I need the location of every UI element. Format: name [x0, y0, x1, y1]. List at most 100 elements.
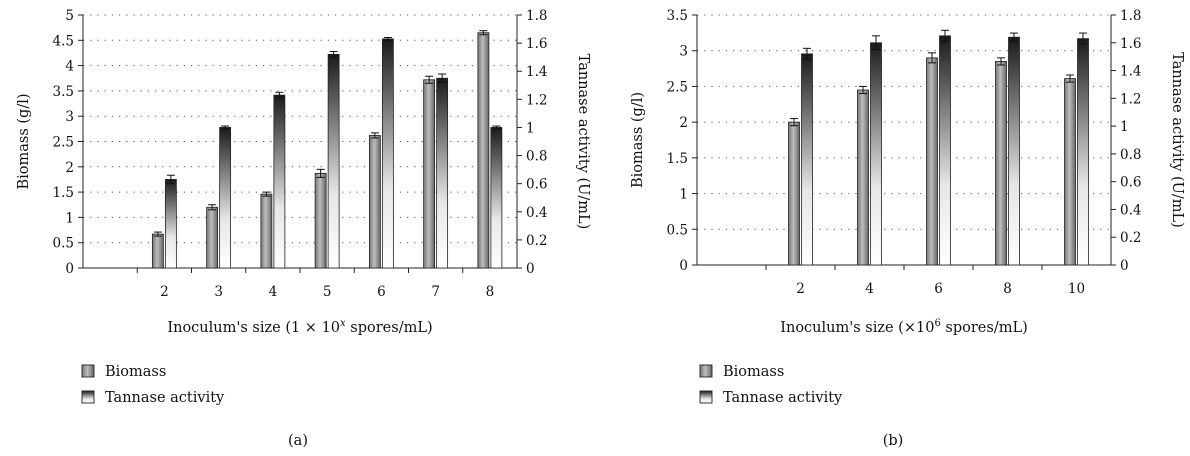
x-tick-label: 2	[796, 281, 805, 297]
y-tick-label-left: 2.5	[667, 79, 688, 95]
x-tick-label: 4	[269, 284, 278, 300]
y-tick-label-right: 0.2	[1120, 230, 1141, 246]
x-axis-title: Inoculum's size (×106 spores/mL)	[780, 318, 1028, 336]
bar-tannase	[219, 127, 232, 269]
bar-tannase	[164, 179, 177, 269]
y-tick-label-right: 0.8	[1120, 147, 1141, 163]
y-tick-label-right: 0.2	[526, 233, 547, 249]
bar-biomass	[995, 61, 1007, 266]
y-tick-label-right: 0.4	[1120, 202, 1141, 218]
y-tick-label-right: 1	[526, 120, 535, 136]
y-tick-label-left: 1	[65, 210, 74, 226]
panel-label: (a)	[288, 433, 308, 449]
y-axis-title-left: Biomass (g/l)	[16, 93, 32, 189]
legend-swatch-tannase	[81, 390, 95, 404]
x-axis-title: Inoculum's size (1 × 10x spores/mL)	[167, 318, 432, 336]
x-tick-label: 8	[486, 284, 495, 300]
y-tick-label-left: 0.5	[667, 222, 688, 238]
y-tick-label-right: 1	[1120, 119, 1129, 135]
y-tick-label-right: 0.6	[1120, 175, 1141, 191]
bar-biomass	[206, 206, 219, 269]
x-axis-title-prefix: Inoculum's size (1 × 10	[167, 320, 340, 336]
y-tick-label-right: 1.2	[526, 92, 547, 108]
y-tick-label-right: 0.6	[526, 177, 547, 193]
x-tick-label: 6	[934, 281, 943, 297]
legend-swatch-tannase	[699, 390, 713, 404]
y-tick-label-right: 0.8	[526, 149, 547, 165]
bar-biomass	[857, 89, 869, 266]
y-tick-label-left: 2	[65, 160, 74, 176]
y-tick-label-right: 1.6	[1120, 36, 1141, 52]
bar-biomass	[368, 135, 381, 269]
x-tick-label: 3	[214, 284, 223, 300]
x-axis-title-prefix: Inoculum's size (×10	[780, 320, 934, 336]
y-tick-label-left: 3.5	[667, 8, 688, 24]
y-tick-label-left: 1	[679, 187, 688, 203]
legend-swatch-biomass	[81, 364, 95, 378]
y-tick-label-right: 1.4	[1120, 64, 1141, 80]
y-tick-label-right: 0.4	[526, 205, 547, 221]
bar-tannase	[273, 94, 286, 269]
bar-tannase	[801, 53, 813, 266]
x-axis-title-superscript: 6	[934, 318, 940, 329]
bar-biomass	[788, 121, 800, 266]
x-axis-title-suffix: spores/mL)	[941, 320, 1028, 336]
legend-label-biomass: Biomass	[105, 364, 166, 380]
legend-label-biomass: Biomass	[723, 364, 784, 380]
y-tick-label-left: 2	[679, 115, 688, 131]
bar-tannase	[1008, 36, 1020, 266]
y-axis-title-left: Biomass (g/l)	[630, 92, 646, 188]
y-tick-label-right: 1.4	[526, 64, 547, 80]
y-tick-label-left: 1.5	[53, 185, 74, 201]
x-tick-label: 7	[431, 284, 440, 300]
y-tick-label-left: 2.5	[53, 135, 74, 151]
y-axis-title-right: Tannase activity (U/mL)	[1169, 52, 1185, 228]
chart-panel-b: 0 0.5 1 1.5 2 2.5 3 3.5 0 0.2 0.4 0.6 0.8 1 1.2 1.4 1.6 1…	[630, 8, 1185, 449]
y-tick-label-right: 1.6	[526, 36, 547, 52]
x-axis-title-suffix: spores/mL)	[346, 320, 433, 336]
bar-biomass	[314, 172, 327, 269]
y-tick-label-left: 0	[65, 261, 74, 277]
x-tick-label: 5	[323, 284, 332, 300]
bar-tannase	[327, 53, 340, 269]
y-tick-label-left: 1.5	[667, 151, 688, 167]
x-tick-label: 8	[1003, 281, 1012, 297]
y-tick-label-right: 0	[526, 261, 535, 277]
x-tick-label: 6	[377, 284, 386, 300]
y-tick-label-left: 4	[65, 59, 74, 75]
y-tick-label-right: 0	[1120, 258, 1129, 274]
y-tick-label-left: 3	[679, 44, 688, 60]
bar-tannase	[939, 35, 951, 266]
legend-swatch-biomass	[699, 364, 713, 378]
y-axis-title-right: Tannase activity (U/mL)	[575, 54, 591, 230]
bar-biomass	[423, 79, 436, 269]
bar-biomass	[926, 57, 938, 266]
y-tick-label-left: 3.5	[53, 84, 74, 100]
x-tick-label: 10	[1068, 281, 1085, 297]
y-tick-label-left: 5	[65, 8, 74, 24]
bar-biomass	[260, 193, 273, 269]
bar-biomass	[477, 32, 490, 269]
x-axis-title-superscript: x	[340, 318, 346, 329]
y-tick-label-left: 3	[65, 109, 74, 125]
y-tick-label-right: 1.2	[1120, 91, 1141, 107]
bar-tannase	[381, 38, 394, 269]
legend-label-tannase: Tannase activity	[723, 390, 843, 406]
y-tick-label-right: 1.8	[1120, 8, 1141, 24]
bar-tannase	[1077, 38, 1089, 266]
x-tick-label: 2	[160, 284, 169, 300]
bar-tannase	[490, 127, 503, 269]
bar-biomass	[151, 233, 164, 269]
y-tick-label-left: 4.5	[53, 33, 74, 49]
chart-panel-a: 0 0.5 1 1.5 2 2.5 3 3.5 4 4.5 5 0 0.2 0.4 0.6 0.8 1 1.2 1.…	[16, 8, 591, 449]
legend-label-tannase: Tannase activity	[105, 390, 225, 406]
y-tick-label-left: 0	[679, 258, 688, 274]
x-tick-label: 4	[865, 281, 874, 297]
panel-label: (b)	[883, 433, 904, 449]
bar-tannase	[436, 77, 449, 269]
y-tick-label-right: 1.8	[526, 8, 547, 24]
y-tick-label-left: 0.5	[53, 236, 74, 252]
bar-tannase	[870, 42, 882, 266]
bar-biomass	[1064, 78, 1076, 266]
